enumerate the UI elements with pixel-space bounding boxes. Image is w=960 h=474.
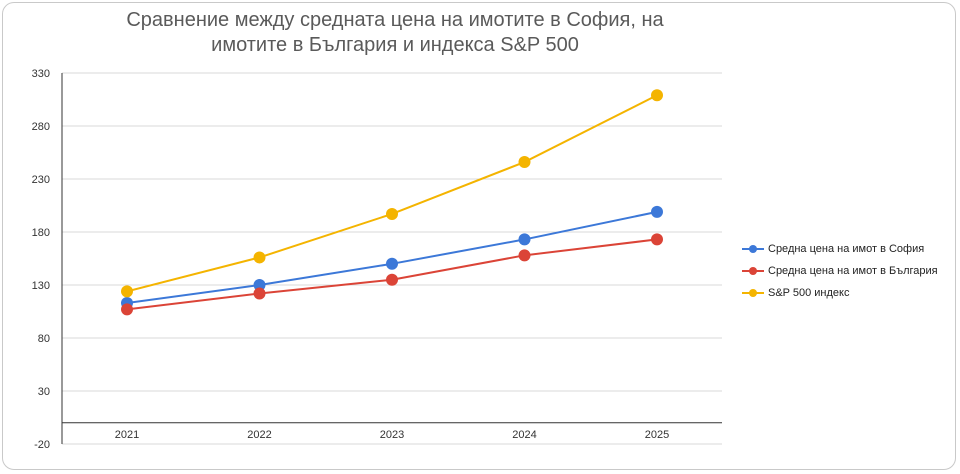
chart-legend: Средна цена на имот в София Средна цена н… bbox=[742, 238, 938, 304]
series-points bbox=[121, 89, 663, 316]
data-point bbox=[121, 285, 133, 298]
legend-swatch bbox=[742, 287, 764, 299]
y-tick-label: 30 bbox=[38, 386, 50, 398]
series-line bbox=[126, 210, 658, 305]
y-tick-label: 130 bbox=[32, 280, 50, 292]
x-tick-label: 2021 bbox=[115, 429, 139, 441]
y-tick-label: 330 bbox=[32, 68, 50, 80]
y-tick-label: 280 bbox=[32, 121, 50, 133]
y-axis-ticks: 330 280 230 180 130 80 30 -20 bbox=[32, 68, 50, 451]
legend-swatch bbox=[742, 265, 764, 277]
legend-item: Средна цена на имот в България bbox=[742, 260, 938, 282]
data-point bbox=[386, 207, 398, 220]
legend-swatch bbox=[742, 243, 764, 255]
x-tick-label: 2025 bbox=[645, 429, 669, 441]
y-tick-label: 230 bbox=[32, 174, 50, 186]
y-tick-label: 80 bbox=[38, 333, 50, 345]
data-point bbox=[386, 273, 398, 286]
data-point bbox=[518, 233, 531, 246]
data-point bbox=[253, 287, 266, 300]
legend-item: Средна цена на имот в София bbox=[742, 238, 938, 260]
gridlines bbox=[61, 72, 722, 445]
x-axis-ticks: 2021 2022 2023 2024 2025 bbox=[115, 429, 669, 441]
data-point bbox=[518, 249, 531, 262]
x-tick-label: 2024 bbox=[512, 429, 536, 441]
data-point bbox=[253, 279, 266, 291]
legend-label: Средна цена на имот в България bbox=[768, 265, 938, 277]
legend-label: S&P 500 индекс bbox=[768, 287, 850, 299]
data-point bbox=[651, 233, 663, 246]
data-point bbox=[518, 156, 531, 169]
legend-item: S&P 500 индекс bbox=[742, 282, 938, 304]
y-tick-label: 180 bbox=[32, 227, 50, 239]
data-point bbox=[253, 251, 266, 264]
data-point bbox=[651, 89, 663, 102]
y-tick-label: -20 bbox=[34, 439, 50, 451]
legend-label: Средна цена на имот в София bbox=[768, 243, 925, 255]
x-tick-label: 2022 bbox=[247, 429, 271, 441]
data-point bbox=[386, 257, 398, 270]
x-tick-label: 2023 bbox=[380, 429, 404, 441]
data-point bbox=[121, 303, 133, 316]
chart-title: Сравнение между средната цена на имотите… bbox=[126, 9, 664, 56]
data-point bbox=[651, 205, 663, 218]
